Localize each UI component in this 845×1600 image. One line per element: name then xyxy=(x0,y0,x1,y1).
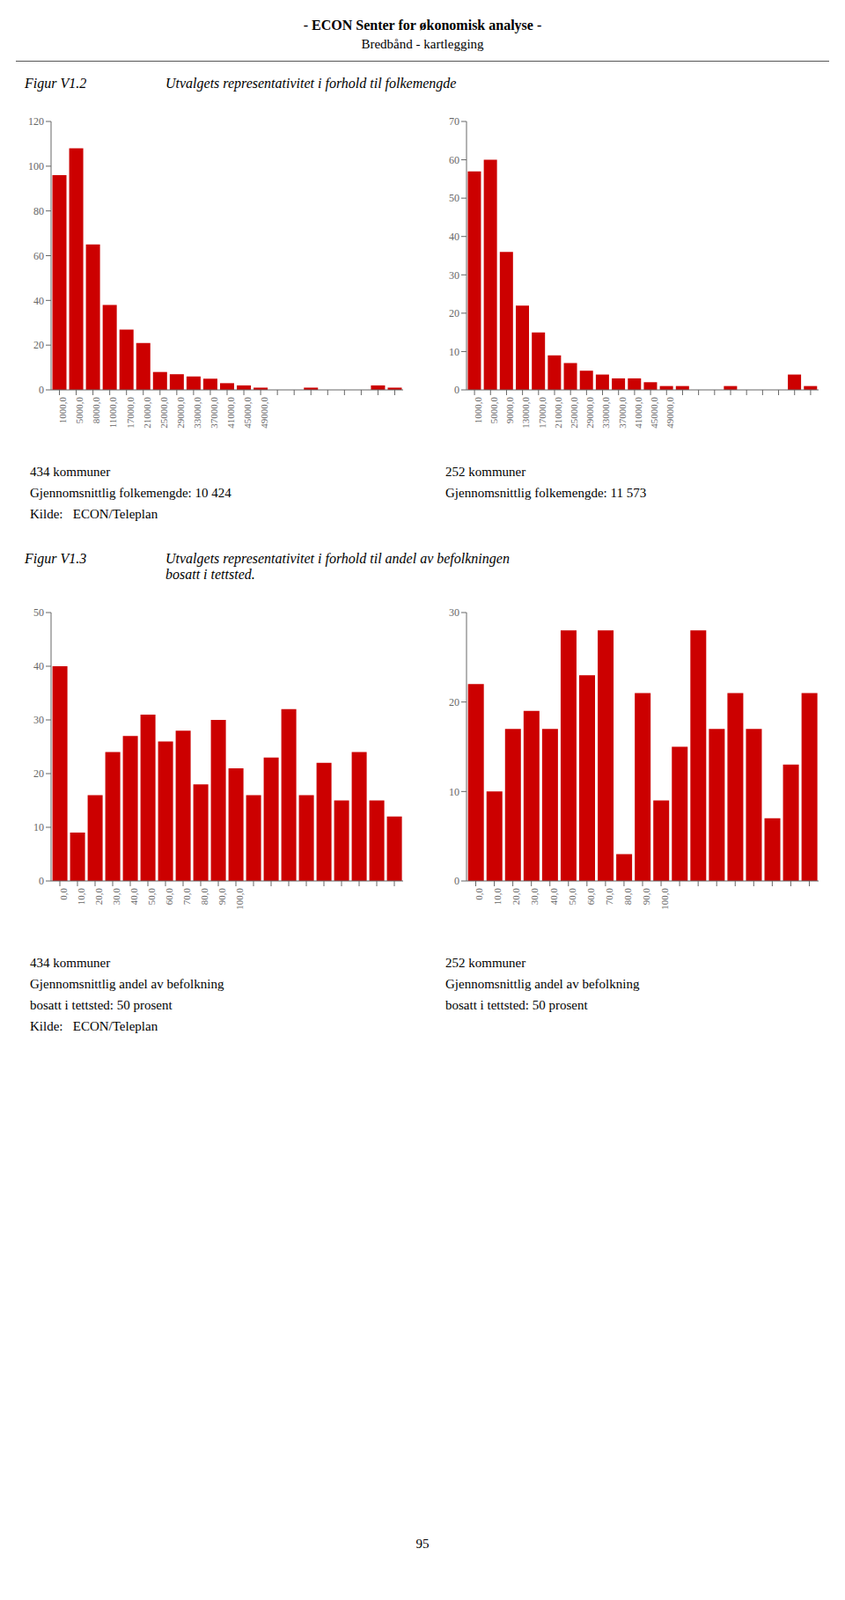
svg-text:90,0: 90,0 xyxy=(640,888,652,906)
html-text:Utvalgets representativitet i: Utvalgets representativitet i forhold ti… xyxy=(165,551,510,566)
svg-text:0: 0 xyxy=(454,874,460,888)
svg-text:30,0: 30,0 xyxy=(110,888,122,906)
html-text:Kilde: ECON/Teleplan: Kilde: ECON/Teleplan xyxy=(29,1019,158,1034)
html-text:Utvalgets representativitet i: Utvalgets representativitet i forhold ti… xyxy=(165,75,457,91)
svg-text:80: 80 xyxy=(33,205,45,218)
svg-text:70: 70 xyxy=(448,115,460,128)
svg-text:25000,0: 25000,0 xyxy=(568,396,580,429)
html-text:434 kommuner: 434 kommuner xyxy=(29,955,111,970)
svg-text:1000,0: 1000,0 xyxy=(472,396,484,425)
svg-text:80,0: 80,0 xyxy=(622,888,633,906)
html-text:Gjennomsnittlig andel av befol: Gjennomsnittlig andel av befolkning xyxy=(445,977,640,992)
svg-text:29000,0: 29000,0 xyxy=(584,396,596,429)
svg-text:10: 10 xyxy=(448,345,460,359)
svg-text:21000,0: 21000,0 xyxy=(552,396,564,429)
html-text:- ECON Senter for økonomisk an: - ECON Senter for økonomisk analyse - xyxy=(303,17,542,33)
svg-text:37000,0: 37000,0 xyxy=(617,396,628,429)
html-text:Kilde: ECON/Teleplan: Kilde: ECON/Teleplan xyxy=(29,507,158,522)
html-text:Figur V1.3: Figur V1.3 xyxy=(24,551,87,566)
svg-text:60,0: 60,0 xyxy=(585,888,596,906)
svg-text:20,0: 20,0 xyxy=(93,888,104,906)
svg-text:33000,0: 33000,0 xyxy=(600,396,611,429)
svg-text:10: 10 xyxy=(33,821,45,834)
svg-text:41000,0: 41000,0 xyxy=(225,396,236,429)
html-text:bosatt i tettsted.: bosatt i tettsted. xyxy=(165,566,256,582)
svg-text:10,0: 10,0 xyxy=(492,888,503,906)
svg-text:0: 0 xyxy=(38,874,45,888)
svg-text:20,0: 20,0 xyxy=(510,888,522,906)
svg-text:30: 30 xyxy=(448,269,460,282)
svg-text:25000,0: 25000,0 xyxy=(158,396,169,429)
svg-text:50,0: 50,0 xyxy=(566,888,578,906)
svg-text:120: 120 xyxy=(28,115,45,128)
svg-text:45000,0: 45000,0 xyxy=(648,396,660,429)
svg-text:80,0: 80,0 xyxy=(198,888,210,906)
svg-text:60: 60 xyxy=(33,249,45,263)
html-text:95: 95 xyxy=(415,1536,430,1551)
svg-text:100,0: 100,0 xyxy=(659,888,670,911)
svg-text:100: 100 xyxy=(28,160,45,173)
html-text:bosatt i tettsted: 50 prosent: bosatt i tettsted: 50 prosent xyxy=(445,998,588,1013)
html-text:434 kommuner: 434 kommuner xyxy=(29,464,111,479)
svg-text:11000,0: 11000,0 xyxy=(107,396,118,429)
html-text:bosatt i tettsted: 50 prosent: bosatt i tettsted: 50 prosent xyxy=(29,998,173,1013)
svg-text:70,0: 70,0 xyxy=(603,888,615,906)
svg-text:29000,0: 29000,0 xyxy=(175,396,186,429)
svg-text:50: 50 xyxy=(33,606,45,619)
svg-text:21000,0: 21000,0 xyxy=(141,396,153,429)
svg-text:0: 0 xyxy=(38,383,45,397)
html-text:Gjennomsnittlig folkemengde: 1: Gjennomsnittlig folkemengde: 10 424 xyxy=(29,485,232,500)
svg-text:5000,0: 5000,0 xyxy=(73,396,85,425)
html-text:Bredbånd - kartlegging: Bredbånd - kartlegging xyxy=(361,36,484,52)
svg-text:50,0: 50,0 xyxy=(146,888,157,906)
svg-text:0,0: 0,0 xyxy=(473,888,485,901)
svg-text:17000,0: 17000,0 xyxy=(536,396,548,429)
svg-text:41000,0: 41000,0 xyxy=(632,396,644,429)
svg-text:40,0: 40,0 xyxy=(548,888,559,906)
svg-text:50: 50 xyxy=(448,191,460,205)
svg-text:70,0: 70,0 xyxy=(181,888,192,906)
svg-text:49000,0: 49000,0 xyxy=(258,396,270,429)
svg-text:10,0: 10,0 xyxy=(75,888,87,906)
html-text:Gjennomsnittlig folkemengde: 1: Gjennomsnittlig folkemengde: 11 573 xyxy=(445,485,647,500)
svg-text:60: 60 xyxy=(448,154,460,167)
svg-text:40: 40 xyxy=(448,230,460,243)
svg-text:13000,0: 13000,0 xyxy=(520,396,531,429)
svg-text:8000,0: 8000,0 xyxy=(90,396,102,425)
svg-text:5000,0: 5000,0 xyxy=(488,396,500,425)
html-text:Gjennomsnittlig andel av befol: Gjennomsnittlig andel av befolkning xyxy=(29,977,224,992)
svg-text:40: 40 xyxy=(33,660,45,673)
svg-text:40,0: 40,0 xyxy=(128,888,140,906)
svg-text:30: 30 xyxy=(33,713,45,727)
svg-text:40: 40 xyxy=(33,294,45,308)
svg-text:20: 20 xyxy=(448,307,460,320)
svg-text:33000,0: 33000,0 xyxy=(191,396,203,429)
html-text:252 kommuner: 252 kommuner xyxy=(445,464,526,479)
svg-text:60,0: 60,0 xyxy=(163,888,175,906)
svg-text:1000,0: 1000,0 xyxy=(57,396,68,425)
svg-text:0,0: 0,0 xyxy=(58,888,69,901)
html-text:Figur V1.2: Figur V1.2 xyxy=(24,75,87,91)
svg-text:30,0: 30,0 xyxy=(529,888,540,906)
svg-text:0: 0 xyxy=(454,383,460,397)
svg-text:37000,0: 37000,0 xyxy=(208,396,220,429)
html-text:252 kommuner: 252 kommuner xyxy=(445,955,526,970)
svg-text:100,0: 100,0 xyxy=(234,888,245,911)
svg-text:90,0: 90,0 xyxy=(216,888,228,906)
svg-text:17000,0: 17000,0 xyxy=(124,396,136,429)
svg-text:49000,0: 49000,0 xyxy=(664,396,676,429)
svg-text:45000,0: 45000,0 xyxy=(242,396,253,429)
svg-text:20: 20 xyxy=(33,338,45,352)
svg-text:9000,0: 9000,0 xyxy=(504,396,515,425)
svg-text:20: 20 xyxy=(33,767,45,780)
svg-text:30: 30 xyxy=(448,606,460,619)
svg-text:10: 10 xyxy=(448,786,460,799)
svg-text:20: 20 xyxy=(448,696,460,709)
